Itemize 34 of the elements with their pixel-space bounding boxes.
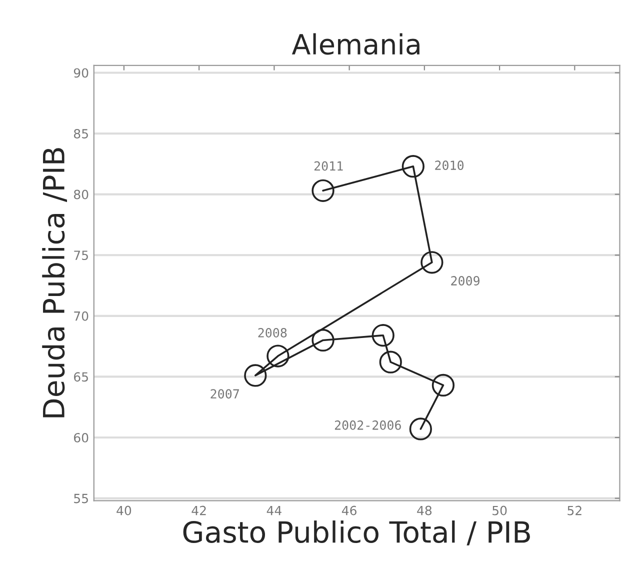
point: [420, 251, 444, 274]
x-tick-label: 46: [342, 506, 356, 516]
y-axis-title: Deuda Publica /PIB: [42, 148, 67, 418]
point: [266, 344, 290, 368]
annotation: 2002-2006: [334, 420, 401, 430]
point: [312, 179, 334, 202]
annotation: 2008: [258, 328, 287, 338]
y-tick-label: 70: [74, 311, 88, 321]
annotation: 2010: [435, 160, 464, 170]
y-tick-label: 80: [74, 190, 88, 200]
chart-title: Alemania: [292, 33, 420, 55]
y-tick-label: 90: [74, 68, 88, 78]
annotation: 2007: [210, 389, 239, 399]
point: [432, 374, 455, 397]
x-tick-label: 44: [266, 506, 282, 516]
point: [402, 155, 424, 178]
point: [372, 324, 394, 347]
point: [409, 418, 432, 440]
x-tick-label: 48: [417, 506, 432, 516]
y-tick-label: 55: [74, 494, 88, 504]
point: [244, 364, 267, 387]
point: [312, 328, 334, 352]
x-axis-title: Gasto Publico Total / PIB: [183, 520, 530, 546]
y-tick-label: 60: [74, 432, 88, 442]
x-tick-label: 42: [192, 506, 206, 516]
x-tick-label: 52: [568, 506, 582, 516]
x-tick-label: 50: [492, 506, 507, 516]
y-tick-label: 75: [74, 250, 88, 260]
annotation: 2009: [451, 276, 480, 286]
y-tick-label: 65: [74, 372, 88, 382]
annotation: 2011: [314, 161, 343, 171]
point: [379, 350, 402, 374]
x-tick-label: 40: [116, 506, 132, 516]
y-tick-label: 85: [74, 128, 88, 138]
